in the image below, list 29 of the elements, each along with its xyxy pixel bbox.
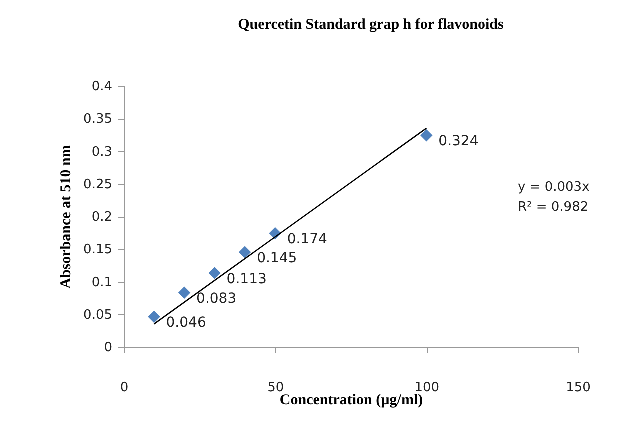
data-label: 0.046 — [166, 314, 206, 331]
y-tick-label: 0.05 — [84, 308, 112, 323]
x-axis-title: Concentration (µg/ml) — [280, 392, 424, 408]
point — [178, 286, 191, 299]
x-tick-label: 0 — [120, 380, 129, 396]
data-label: 0.113 — [226, 271, 267, 288]
data-label: 0.174 — [287, 231, 328, 248]
y-tick-label: 0.3 — [92, 144, 112, 160]
chart-title: Quercetin Standard grap h for flavonoids — [238, 17, 504, 33]
data-label: 0.145 — [257, 250, 298, 266]
annotation: y = 0.003x — [518, 180, 590, 195]
y-tick-label: 0.1 — [92, 275, 112, 290]
annotation: R² = 0.982 — [518, 200, 589, 215]
x-tick-label: 100 — [414, 380, 440, 396]
y-axis-title: Absorbance at 510 nm — [58, 144, 75, 289]
y-tick-label: 0.25 — [84, 177, 112, 192]
point — [238, 246, 252, 259]
y-tick-label: 0.4 — [92, 80, 112, 94]
y-tick-label: 0.15 — [84, 242, 112, 258]
x-tick-label: 150 — [566, 380, 591, 396]
y-tick-label: 0 — [104, 340, 112, 356]
data-label: 0.083 — [196, 290, 237, 307]
y-tick-label: 0.35 — [84, 112, 112, 128]
point — [208, 267, 221, 280]
data-label: 0.324 — [438, 134, 479, 150]
y-tick-label: 0.2 — [92, 210, 112, 225]
point — [148, 310, 160, 324]
x-tick-label: 50 — [268, 380, 284, 396]
point — [420, 129, 433, 142]
